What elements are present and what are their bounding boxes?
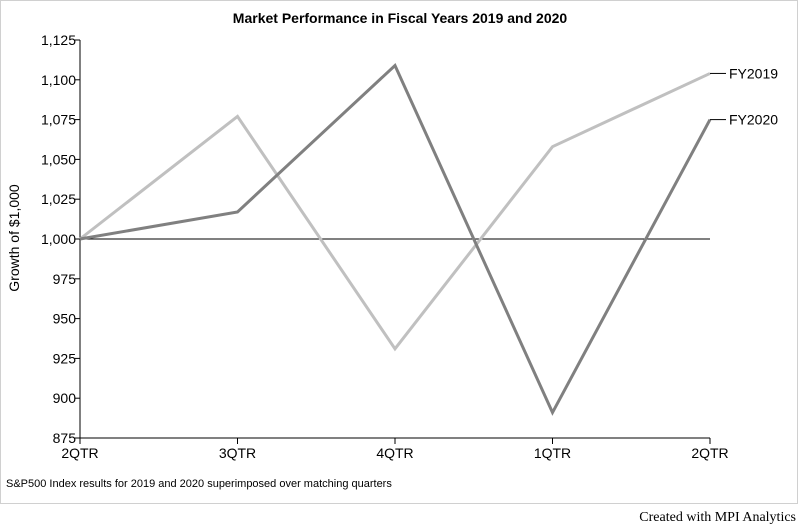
y-tick-label: 925	[53, 350, 77, 366]
y-tick-label: 1,125	[41, 32, 76, 48]
series-line-fy2019	[79, 72, 711, 352]
chart-frame	[0, 0, 798, 504]
y-axis-label: Growth of $1,000	[6, 184, 22, 292]
series-label-fy2020: FY2020	[729, 112, 778, 128]
line-chart: Market Performance in Fiscal Years 2019 …	[6, 10, 778, 490]
series-labels: FY2019 FY2020	[710, 65, 778, 128]
series-line-fy2020	[79, 62, 712, 416]
x-tick-label: 4QTR	[376, 445, 413, 461]
y-tick-label: 875	[53, 430, 77, 446]
y-axis-ticks: 875 900 925 950 975 1,000 1,025 1,050 1,075 1,100…	[41, 32, 80, 446]
y-tick-label: 1,050	[41, 151, 76, 167]
chart-title: Market Performance in Fiscal Years 2019 …	[233, 10, 568, 26]
y-tick-label: 975	[53, 271, 77, 287]
series-lines	[79, 62, 712, 416]
x-tick-label: 1QTR	[534, 445, 571, 461]
y-tick-label: 950	[53, 311, 77, 327]
y-tick-label: 1,100	[41, 72, 76, 88]
y-tick-label: 1,000	[41, 231, 76, 247]
y-tick-label: 1,025	[41, 191, 76, 207]
y-tick-label: 1,075	[41, 112, 76, 128]
credit-text: Created with MPI Analytics	[639, 510, 796, 525]
x-axis-ticks: 2QTR 3QTR 4QTR 1QTR 2QTR	[61, 438, 729, 461]
series-label-fy2019: FY2019	[729, 65, 778, 81]
y-tick-label: 900	[53, 390, 77, 406]
x-tick-label: 2QTR	[61, 445, 98, 461]
x-tick-label: 3QTR	[219, 445, 256, 461]
x-tick-label: 2QTR	[691, 445, 728, 461]
chart-footnote: S&P500 Index results for 2019 and 2020 s…	[6, 478, 392, 490]
